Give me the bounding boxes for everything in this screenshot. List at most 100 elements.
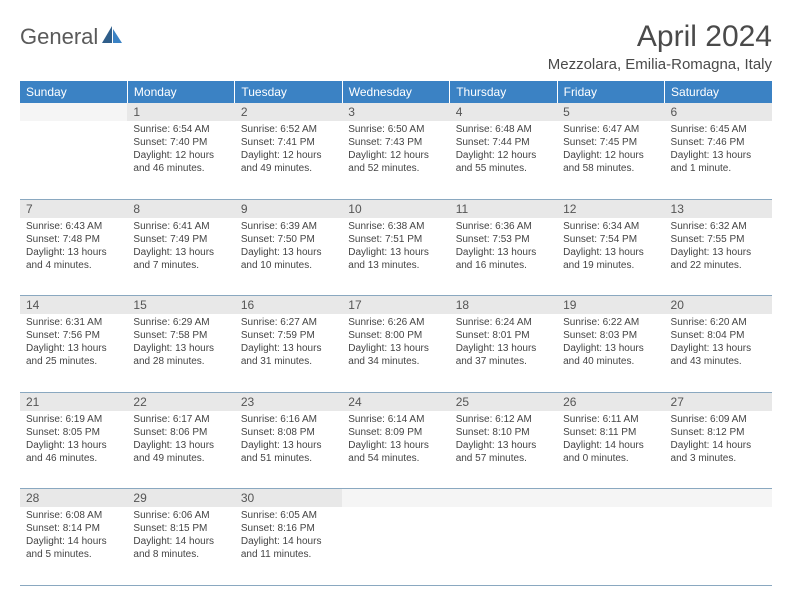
sunset-text: Sunset: 8:00 PM [348,329,443,342]
day-cell [665,507,772,585]
logo-sail-icon [102,26,124,49]
sunset-text: Sunset: 7:45 PM [563,136,658,149]
sunrise-text: Sunrise: 6:08 AM [26,509,121,522]
day-cell: Sunrise: 6:29 AMSunset: 7:58 PMDaylight:… [127,314,234,392]
day-cell: Sunrise: 6:08 AMSunset: 8:14 PMDaylight:… [20,507,127,585]
day-cell-body: Sunrise: 6:29 AMSunset: 7:58 PMDaylight:… [127,314,234,372]
day-number-cell [665,489,772,508]
sunrise-text: Sunrise: 6:12 AM [456,413,551,426]
day-cell-body: Sunrise: 6:08 AMSunset: 8:14 PMDaylight:… [20,507,127,565]
sunset-text: Sunset: 8:09 PM [348,426,443,439]
day-number-cell: 13 [665,199,772,218]
day-cell: Sunrise: 6:43 AMSunset: 7:48 PMDaylight:… [20,218,127,296]
daylight-text: Daylight: 12 hours and 46 minutes. [133,149,228,175]
day-cell: Sunrise: 6:14 AMSunset: 8:09 PMDaylight:… [342,411,449,489]
day-cell: Sunrise: 6:48 AMSunset: 7:44 PMDaylight:… [450,121,557,199]
day-cell-body: Sunrise: 6:12 AMSunset: 8:10 PMDaylight:… [450,411,557,469]
day-cell: Sunrise: 6:36 AMSunset: 7:53 PMDaylight:… [450,218,557,296]
day-number-row: 21222324252627 [20,392,772,411]
day-cell-body: Sunrise: 6:24 AMSunset: 8:01 PMDaylight:… [450,314,557,372]
day-number-cell: 6 [665,103,772,121]
day-number-cell: 7 [20,199,127,218]
sunset-text: Sunset: 7:46 PM [671,136,766,149]
sunset-text: Sunset: 8:14 PM [26,522,121,535]
day-cell: Sunrise: 6:41 AMSunset: 7:49 PMDaylight:… [127,218,234,296]
sunrise-text: Sunrise: 6:16 AM [241,413,336,426]
day-cell-body: Sunrise: 6:34 AMSunset: 7:54 PMDaylight:… [557,218,664,276]
day-cell-body: Sunrise: 6:43 AMSunset: 7:48 PMDaylight:… [20,218,127,276]
month-title: April 2024 [548,20,772,54]
weekday-header: Thursday [450,81,557,103]
daylight-text: Daylight: 13 hours and 25 minutes. [26,342,121,368]
daylight-text: Daylight: 13 hours and 34 minutes. [348,342,443,368]
sunrise-text: Sunrise: 6:29 AM [133,316,228,329]
day-cell-body: Sunrise: 6:47 AMSunset: 7:45 PMDaylight:… [557,121,664,179]
day-number-cell: 25 [450,392,557,411]
day-content-row: Sunrise: 6:08 AMSunset: 8:14 PMDaylight:… [20,507,772,585]
day-number-row: 123456 [20,103,772,121]
day-cell-body: Sunrise: 6:36 AMSunset: 7:53 PMDaylight:… [450,218,557,276]
daylight-text: Daylight: 13 hours and 22 minutes. [671,246,766,272]
day-number-cell: 15 [127,296,234,315]
day-number-cell: 4 [450,103,557,121]
sunset-text: Sunset: 8:15 PM [133,522,228,535]
sunset-text: Sunset: 7:44 PM [456,136,551,149]
day-cell: Sunrise: 6:38 AMSunset: 7:51 PMDaylight:… [342,218,449,296]
day-cell-body: Sunrise: 6:22 AMSunset: 8:03 PMDaylight:… [557,314,664,372]
day-cell-body: Sunrise: 6:38 AMSunset: 7:51 PMDaylight:… [342,218,449,276]
day-number-cell [20,103,127,121]
daylight-text: Daylight: 12 hours and 58 minutes. [563,149,658,175]
sunset-text: Sunset: 8:01 PM [456,329,551,342]
day-cell: Sunrise: 6:54 AMSunset: 7:40 PMDaylight:… [127,121,234,199]
day-cell-body: Sunrise: 6:31 AMSunset: 7:56 PMDaylight:… [20,314,127,372]
day-number-cell [450,489,557,508]
day-cell-body: Sunrise: 6:05 AMSunset: 8:16 PMDaylight:… [235,507,342,565]
day-number-cell: 14 [20,296,127,315]
sunrise-text: Sunrise: 6:17 AM [133,413,228,426]
daylight-text: Daylight: 12 hours and 52 minutes. [348,149,443,175]
sunset-text: Sunset: 8:08 PM [241,426,336,439]
day-cell: Sunrise: 6:17 AMSunset: 8:06 PMDaylight:… [127,411,234,489]
day-content-row: Sunrise: 6:19 AMSunset: 8:05 PMDaylight:… [20,411,772,489]
day-cell-body: Sunrise: 6:50 AMSunset: 7:43 PMDaylight:… [342,121,449,179]
day-number-row: 14151617181920 [20,296,772,315]
day-number-cell: 10 [342,199,449,218]
sunset-text: Sunset: 7:56 PM [26,329,121,342]
day-cell: Sunrise: 6:12 AMSunset: 8:10 PMDaylight:… [450,411,557,489]
day-cell: Sunrise: 6:09 AMSunset: 8:12 PMDaylight:… [665,411,772,489]
sunrise-text: Sunrise: 6:09 AM [671,413,766,426]
day-cell-body: Sunrise: 6:41 AMSunset: 7:49 PMDaylight:… [127,218,234,276]
day-cell-body: Sunrise: 6:32 AMSunset: 7:55 PMDaylight:… [665,218,772,276]
day-number-row: 78910111213 [20,199,772,218]
day-number-cell: 28 [20,489,127,508]
sunrise-text: Sunrise: 6:52 AM [241,123,336,136]
day-number-row: 282930 [20,489,772,508]
daylight-text: Daylight: 13 hours and 43 minutes. [671,342,766,368]
day-number-cell: 26 [557,392,664,411]
daylight-text: Daylight: 13 hours and 4 minutes. [26,246,121,272]
sunrise-text: Sunrise: 6:47 AM [563,123,658,136]
day-content-row: Sunrise: 6:31 AMSunset: 7:56 PMDaylight:… [20,314,772,392]
day-cell-body: Sunrise: 6:20 AMSunset: 8:04 PMDaylight:… [665,314,772,372]
sunset-text: Sunset: 7:48 PM [26,233,121,246]
sunset-text: Sunset: 7:41 PM [241,136,336,149]
day-number-cell: 20 [665,296,772,315]
day-cell: Sunrise: 6:11 AMSunset: 8:11 PMDaylight:… [557,411,664,489]
sunset-text: Sunset: 8:04 PM [671,329,766,342]
sunset-text: Sunset: 7:50 PM [241,233,336,246]
sunrise-text: Sunrise: 6:38 AM [348,220,443,233]
sunrise-text: Sunrise: 6:50 AM [348,123,443,136]
sunrise-text: Sunrise: 6:24 AM [456,316,551,329]
sunrise-text: Sunrise: 6:26 AM [348,316,443,329]
daylight-text: Daylight: 13 hours and 57 minutes. [456,439,551,465]
day-cell-body: Sunrise: 6:39 AMSunset: 7:50 PMDaylight:… [235,218,342,276]
weekday-header: Tuesday [235,81,342,103]
day-cell: Sunrise: 6:06 AMSunset: 8:15 PMDaylight:… [127,507,234,585]
day-cell-body: Sunrise: 6:19 AMSunset: 8:05 PMDaylight:… [20,411,127,469]
sunrise-text: Sunrise: 6:34 AM [563,220,658,233]
sunrise-text: Sunrise: 6:27 AM [241,316,336,329]
sunrise-text: Sunrise: 6:48 AM [456,123,551,136]
daylight-text: Daylight: 13 hours and 54 minutes. [348,439,443,465]
sunrise-text: Sunrise: 6:54 AM [133,123,228,136]
daylight-text: Daylight: 14 hours and 0 minutes. [563,439,658,465]
